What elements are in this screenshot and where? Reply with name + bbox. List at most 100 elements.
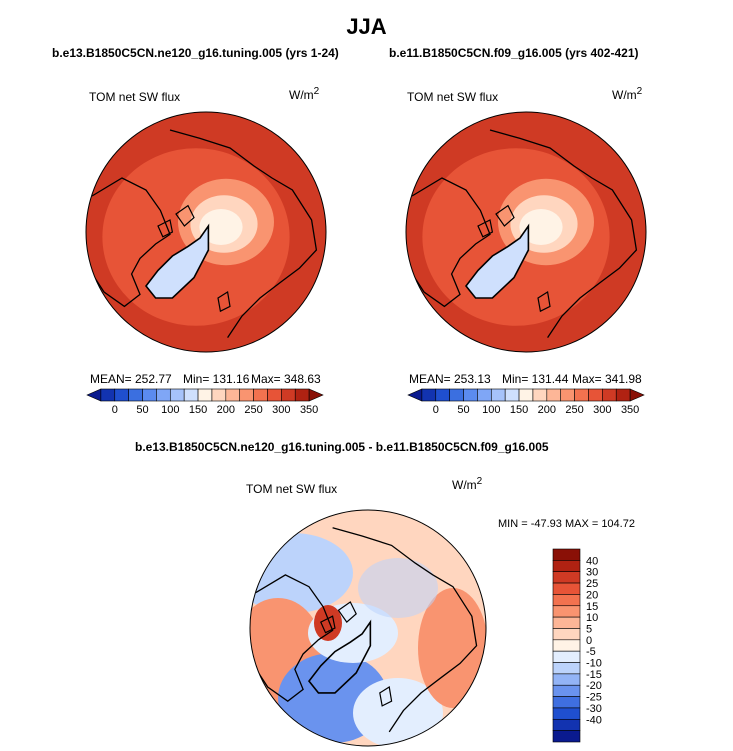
diff-colorbar-box [552, 605, 581, 618]
panel1-greenland [144, 223, 210, 299]
panel1-colorbar-box [253, 388, 268, 402]
panel2-colorbar-box [560, 388, 575, 402]
panel1-colorbar-box [169, 388, 185, 402]
panel2-map-border [405, 111, 647, 353]
diff-coast-eurasia [332, 527, 478, 733]
panel1-mean: MEAN= 252.77 [90, 372, 172, 386]
panel2-colorbar-tick-label: 200 [538, 404, 556, 416]
diff-colorbar-tick-label: 40 [586, 555, 598, 567]
diff-colorbar-tick-label: 20 [586, 589, 598, 601]
panel2-field-title: TOM net SW flux [407, 90, 499, 104]
diff-colorbar-tick-label: -20 [586, 680, 602, 692]
panel1-max: Max= 348.63 [251, 372, 321, 386]
panel2-units: W/m2 [612, 86, 643, 102]
panel1-coast-eurasia [169, 129, 318, 338]
panel2-colorbar-tick-label: 50 [457, 404, 469, 416]
panel2-colorbar-box [588, 388, 603, 402]
panel2-colorbar-tick-label: 100 [482, 404, 500, 416]
panel2-colorbar-box [407, 388, 423, 402]
diff-field-title: TOM net SW flux [246, 482, 338, 496]
figure-title: JJA [346, 14, 387, 39]
diff-colorbar-tick-label: -25 [586, 692, 602, 704]
panel1-field-title: TOM net SW flux [89, 90, 181, 104]
diff-colorbar-box [552, 639, 581, 652]
panel1-colorbar-box [239, 388, 254, 402]
diff-colorbar-box [552, 662, 581, 675]
panel1-colorbar-box [128, 388, 143, 402]
panel1-colorbar-box [114, 388, 129, 402]
diff-colorbar-box [552, 628, 581, 641]
diff-coast-islands [320, 601, 393, 707]
diff-pacific-blob [250, 533, 353, 613]
panel1-coast-namerica [87, 177, 171, 308]
panel2-colorbar-box [421, 388, 437, 402]
panel2-max: Max= 341.98 [572, 372, 642, 386]
panel2-colorbar-tick-label: 350 [621, 404, 639, 416]
panel1-colorbar-box [308, 388, 324, 402]
panel2-greenland [464, 223, 530, 299]
panel2-colorbar-box [574, 388, 589, 402]
panel2-coast-islands [477, 204, 551, 313]
panel2-colorbar-tick-label: 0 [433, 404, 439, 416]
panel2-colorbar-tick-label: 250 [565, 404, 583, 416]
diff-colorbar-tick-label: 10 [586, 612, 598, 624]
diff-units: W/m2 [452, 476, 483, 492]
panel2-colorbar-box [602, 388, 617, 402]
diff-colorbar-tick-label: 25 [586, 578, 598, 590]
diff-colorbar-tick-label: -10 [586, 658, 602, 670]
diff-colorbar-box [552, 730, 581, 743]
panel2-colorbar-box [504, 388, 520, 402]
panel1-map-border [85, 111, 327, 353]
panel1-map [86, 112, 326, 352]
diff-colorbar-box [552, 718, 581, 731]
diff-colorbar-tick-label: 15 [586, 601, 598, 613]
panel1-colorbar-tick-label: 300 [272, 404, 290, 416]
diff-map-border [249, 509, 487, 747]
diff-map [250, 510, 486, 746]
panel2-mean: MEAN= 253.13 [409, 372, 491, 386]
panel1-colorbar-box [100, 388, 116, 402]
panel1-colorbar-tick-label: 200 [217, 404, 235, 416]
panel1-colorbar-box [156, 388, 171, 402]
panel2-colorbar-box [463, 388, 478, 402]
panel1-colorbar-box [142, 388, 157, 402]
diff-atlantic-blob [418, 588, 486, 708]
panel2-map [406, 112, 646, 352]
diff-colorbar-tick-label: 30 [586, 567, 598, 579]
panel2-colorbar-box [546, 388, 562, 402]
diff-colorbar-box [552, 707, 581, 720]
diff-coast-namerica [251, 574, 334, 702]
diff-colorbar-box [552, 560, 581, 573]
diff-colorbar-box [552, 594, 581, 607]
diff-colorbar-tick-label: 5 [586, 623, 592, 635]
diff-case-label: b.e13.B1850C5CN.ne120_g16.tuning.005 - b… [135, 440, 549, 454]
panel1-colorbar-tick-label: 250 [244, 404, 262, 416]
panel2-coast-namerica [407, 177, 491, 308]
panel1-units: W/m2 [289, 86, 320, 102]
diff-minmax: MIN = -47.93 MAX = 104.72 [498, 518, 635, 530]
panel1-colorbar-box [225, 388, 241, 402]
diff-colorbar-tick-label: -40 [586, 714, 602, 726]
diff-colorbar-tick-label: -15 [586, 669, 602, 681]
panel1-coast-islands [157, 204, 231, 313]
diff-namerica-blob [358, 558, 438, 618]
diff-archipelago-hotspot [314, 605, 342, 641]
panel2-polar-cap [519, 209, 563, 245]
panel1-colorbar-tick-label: 100 [161, 404, 179, 416]
panel1-colorbar-tick-label: 350 [300, 404, 318, 416]
panel2-colorbar-tick-label: 300 [593, 404, 611, 416]
panel2-colorbar-box [615, 388, 631, 402]
panel2-colorbar-box [490, 388, 506, 402]
panel2-colorbar-box [449, 388, 464, 402]
panel1-colorbar-box [183, 388, 199, 402]
diff-asia-blob [353, 678, 443, 746]
panel1-colorbar-box [211, 388, 227, 402]
panel1-colorbar-box [267, 388, 282, 402]
panel2-coast-eurasia [489, 129, 638, 338]
diff-colorbar-box [552, 548, 581, 561]
diff-colorbar-box [552, 616, 581, 629]
panel1-min: Min= 131.16 [183, 372, 250, 386]
panel2-colorbar-tick-label: 150 [510, 404, 528, 416]
diff-colorbar-tick-label: -5 [586, 646, 596, 658]
